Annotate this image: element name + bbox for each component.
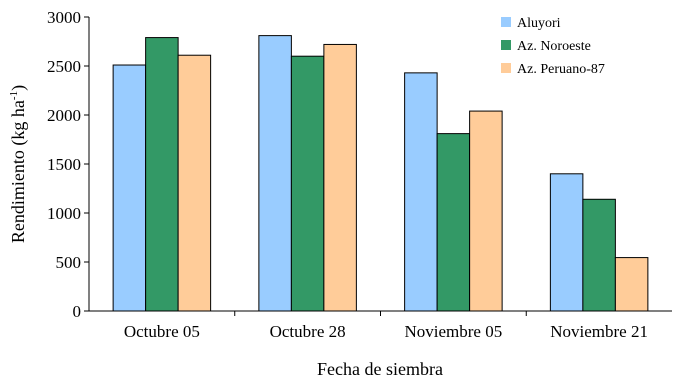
y-tick-label-2: 1000 bbox=[47, 204, 81, 223]
legend-label-1: Aluyori bbox=[517, 16, 561, 31]
bar-1-2 bbox=[258, 35, 292, 312]
bars-group bbox=[112, 35, 649, 312]
y-tick-label-1: 500 bbox=[56, 253, 82, 272]
y-tick-label-0: 0 bbox=[73, 302, 82, 321]
legend-label-2: Az. Noroeste bbox=[517, 39, 591, 54]
legend-swatch-1 bbox=[501, 17, 511, 27]
x-ticks-group: Octubre 05 Octubre 28 Noviembre 05 Noviembr… bbox=[124, 311, 648, 341]
bar-2-4 bbox=[582, 198, 616, 312]
x-tick-label-2: Octubre 28 bbox=[270, 322, 346, 341]
x-tick-label-3: Noviembre 05 bbox=[405, 322, 503, 341]
y-tick-label-5: 2500 bbox=[47, 57, 81, 76]
bar-3-2 bbox=[323, 43, 357, 312]
bar-2-2 bbox=[290, 55, 325, 312]
y-tick-label-6: 3000 bbox=[47, 8, 81, 27]
legend: Aluyori Az. Noroeste Az. Peruano-87 bbox=[501, 16, 605, 77]
y-tick-label-3: 1500 bbox=[47, 155, 81, 174]
bar-1-1 bbox=[112, 64, 147, 312]
bar-1-4 bbox=[549, 173, 584, 312]
legend-swatch-2 bbox=[501, 40, 511, 50]
y-axis-title: Rendimiento (kg ha-1) bbox=[8, 85, 29, 243]
bar-1-3 bbox=[404, 72, 438, 312]
bar-3-4 bbox=[614, 257, 649, 312]
legend-label-3: Az. Peruano-87 bbox=[517, 62, 605, 77]
y-axis-title-main: Rendimiento (kg ha bbox=[8, 100, 29, 243]
bar-2-3 bbox=[436, 133, 471, 312]
bar-3-3 bbox=[469, 110, 503, 312]
legend-swatch-3 bbox=[501, 63, 511, 73]
bar-3-1 bbox=[177, 54, 212, 312]
y-ticks-group: 0 500 1000 1500 2000 2500 3000 bbox=[47, 8, 89, 321]
x-tick-label-4: Noviembre 21 bbox=[550, 322, 648, 341]
x-tick-label-1: Octubre 05 bbox=[124, 322, 200, 341]
y-axis-title-close: ) bbox=[8, 85, 29, 91]
x-axis-title: Fecha de siembra bbox=[317, 359, 443, 379]
y-axis-title-superscript: -1 bbox=[8, 91, 20, 100]
bar-2-1 bbox=[145, 37, 179, 312]
y-tick-label-4: 2000 bbox=[47, 106, 81, 125]
